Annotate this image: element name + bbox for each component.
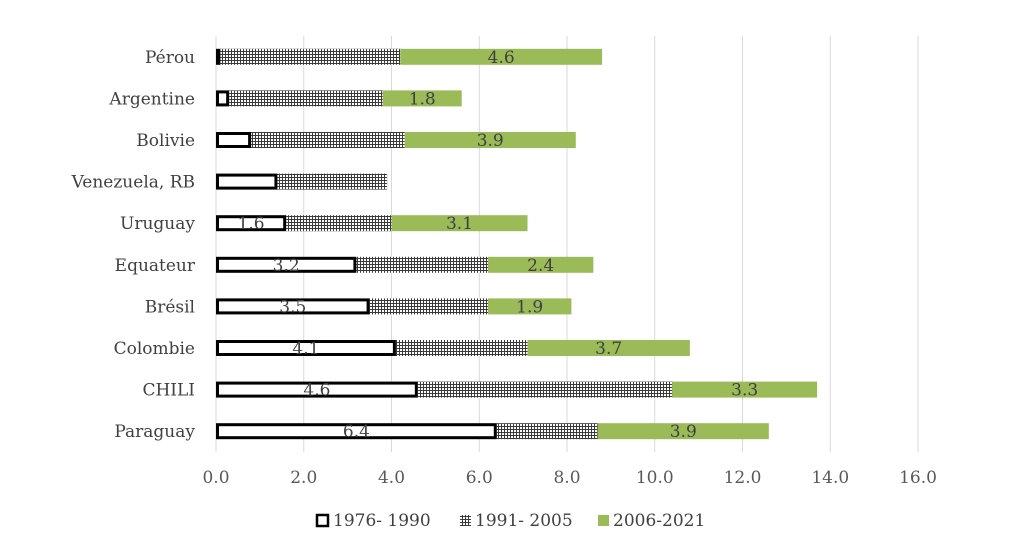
data-label: 3.5 — [279, 297, 306, 317]
legend-label: 2006-2021 — [613, 511, 705, 531]
bar-segment — [216, 215, 287, 232]
bar-segment — [216, 173, 278, 190]
x-tick-label: 14.0 — [811, 468, 849, 488]
data-label: 1.6 — [238, 214, 265, 234]
bar-segment — [395, 340, 528, 356]
data-label: 3.7 — [595, 339, 622, 359]
data-label: 1.8 — [409, 89, 436, 109]
data-label: 3.1 — [446, 214, 473, 234]
x-tick-labels: 0.0 2.0 4.0 6.0 8.0 10.0 12.0 14.0 16.0 — [202, 468, 936, 488]
category-label: Brésil — [145, 297, 195, 317]
x-tick-label: 12.0 — [724, 468, 762, 488]
bar-segment — [216, 340, 396, 356]
bar-segment — [216, 256, 357, 273]
bar-segment — [597, 423, 769, 440]
x-tick-label: 10.0 — [636, 468, 674, 488]
bar-segment — [382, 90, 462, 107]
x-tick-label: 16.0 — [899, 468, 937, 488]
bar-segment — [356, 256, 489, 273]
bar-segment — [216, 423, 497, 440]
category-label: Pérou — [145, 48, 195, 68]
category-labels: Pérou Argentine Bolivie Venezuela, RB Urugua… — [71, 48, 196, 442]
data-label: 3.2 — [273, 256, 300, 276]
data-labels: 4.6 1.8 3.9 1.6 3.1 3.2 2.4 3.5 1.9 4.1 3.7 4.6 3.3 6… — [238, 48, 759, 442]
bar-segment — [286, 215, 392, 232]
category-label: Bolivie — [136, 131, 195, 151]
legend-swatch — [460, 515, 471, 526]
bar-segment — [220, 48, 401, 65]
category-label: Paraguay — [114, 422, 195, 442]
x-tick-label: 2.0 — [290, 468, 317, 488]
category-label: CHILI — [142, 381, 195, 401]
category-label: Argentine — [108, 89, 195, 109]
bar-segment — [391, 215, 528, 232]
data-label: 6.4 — [343, 422, 370, 442]
bar-segment — [216, 90, 230, 107]
category-label: Venezuela, RB — [71, 173, 195, 193]
bar-segment — [488, 298, 572, 315]
category-label: Uruguay — [120, 214, 195, 234]
data-label: 1.9 — [516, 297, 543, 317]
bar-segment — [488, 256, 594, 273]
bar-segment — [369, 298, 489, 315]
data-label: 3.3 — [731, 381, 758, 401]
bar-segment — [496, 423, 598, 440]
data-label: 4.6 — [303, 381, 330, 401]
bar-segment — [527, 340, 690, 356]
legend: 1976- 1990 1991- 2005 2006-2021 — [315, 511, 705, 531]
x-tick-label: 6.0 — [466, 468, 493, 488]
bars — [216, 48, 818, 440]
legend-label: 1976- 1990 — [333, 511, 431, 531]
bar-segment — [400, 48, 603, 65]
data-label: 3.9 — [670, 422, 697, 442]
data-label: 4.1 — [292, 339, 319, 359]
bar-segment — [216, 298, 370, 315]
bar-segment — [417, 381, 673, 398]
data-label: 3.9 — [477, 131, 504, 151]
data-label: 4.6 — [488, 48, 515, 68]
bar-segment — [404, 132, 576, 148]
x-tick-label: 4.0 — [378, 468, 405, 488]
bar-segment — [216, 48, 221, 65]
category-label: Colombie — [114, 339, 195, 359]
bar-segment — [672, 381, 818, 398]
bar-segment — [216, 381, 418, 398]
bar-segment — [216, 132, 252, 148]
x-tick-label: 0.0 — [202, 468, 229, 488]
data-label: 2.4 — [527, 256, 554, 276]
bar-segment — [277, 173, 388, 190]
category-label: Equateur — [115, 256, 196, 276]
legend-label: 1991- 2005 — [475, 511, 573, 531]
bar-segment — [251, 132, 405, 148]
legend-swatch — [315, 513, 330, 528]
legend-swatch — [598, 515, 609, 526]
x-tick-label: 8.0 — [553, 468, 580, 488]
bar-segment — [229, 90, 383, 107]
